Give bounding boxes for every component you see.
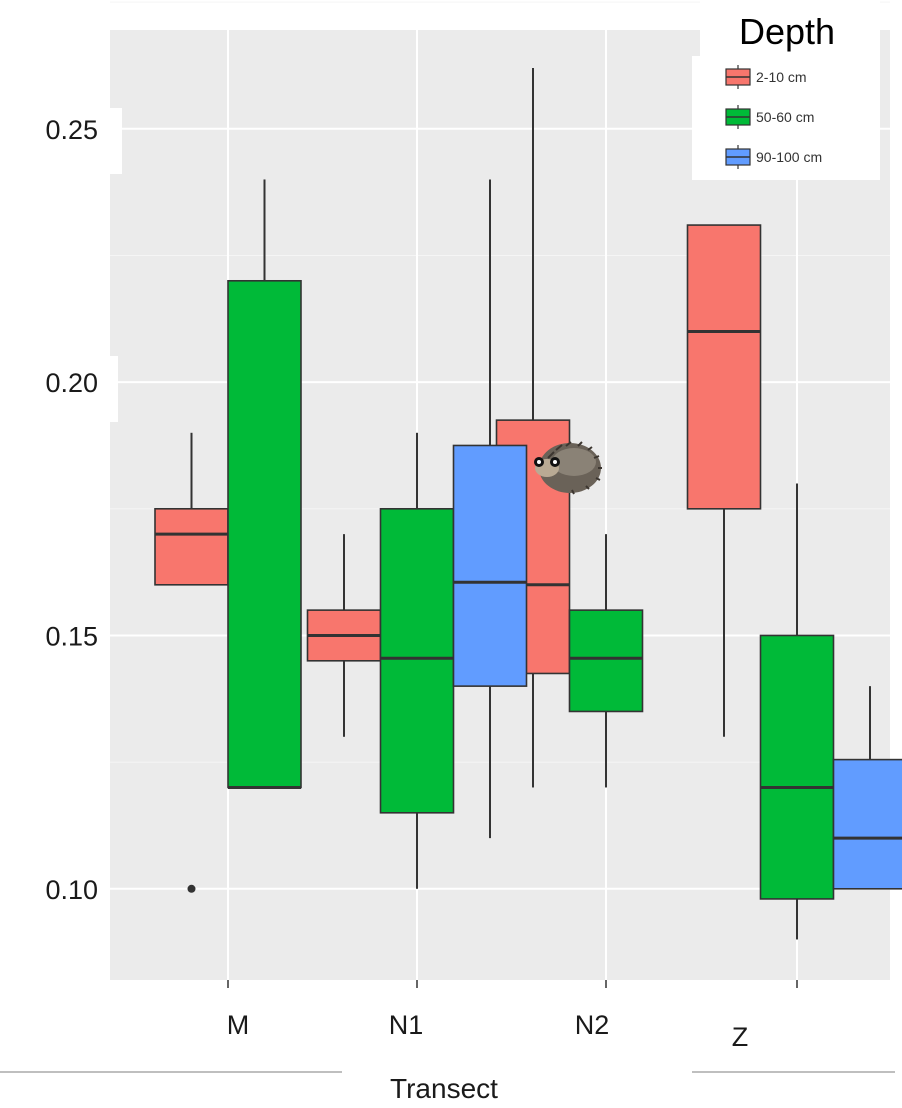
legend: Depth 2-10 cm 50-60 cm 90-100 cm — [692, 0, 880, 180]
legend-entries: 2-10 cm 50-60 cm 90-100 cm — [725, 65, 822, 169]
box-body — [759, 634, 835, 900]
boxes — [154, 68, 902, 940]
box-M-2-10cm — [154, 432, 229, 893]
legend-entry-90-100cm: 90-100 cm — [725, 145, 822, 169]
x-axis-ticks: M N1 N2 Z — [227, 980, 798, 1052]
legend-entry-50-60cm: 50-60 cm — [725, 105, 814, 129]
x-axis-title: Transect — [390, 1073, 498, 1104]
box-Z-50-60cm — [759, 483, 835, 940]
y-tick-label: 0.20 — [45, 368, 98, 398]
ytick-cover-015 — [0, 606, 110, 666]
box-body — [686, 224, 762, 510]
legend-title-background — [700, 0, 880, 58]
box-body — [568, 609, 644, 713]
box-N1-90-100cm — [452, 179, 528, 839]
x-tick-label: Z — [732, 1022, 749, 1052]
outlier-point — [187, 884, 196, 893]
box-N2-50-60cm — [568, 534, 644, 788]
box-body — [832, 758, 902, 890]
legend-title: Depth — [739, 11, 835, 52]
x-tick-label: M — [227, 1010, 250, 1040]
box-Z-2-10cm — [686, 224, 762, 737]
y-tick-label: 0.25 — [45, 115, 98, 145]
x-tick-label: N1 — [389, 1010, 424, 1040]
box-Z-90-100cm — [832, 686, 902, 890]
box-body — [452, 444, 528, 687]
legend-label: 2-10 cm — [756, 69, 807, 85]
hedgehog-icon — [534, 441, 602, 495]
y-tick-label: 0.15 — [45, 621, 98, 651]
legend-label: 50-60 cm — [756, 109, 814, 125]
box-body — [154, 507, 229, 586]
ytick-cover-020 — [0, 356, 118, 422]
legend-background — [692, 56, 880, 180]
y-axis-ticks: 0.10 0.15 0.20 0.25 — [45, 115, 98, 905]
box-N1-50-60cm — [379, 432, 455, 889]
legend-entry-2-10cm: 2-10 cm — [725, 65, 807, 89]
box-body — [227, 279, 302, 789]
box-N1-2-10cm — [306, 534, 382, 737]
y-tick-label: 0.10 — [45, 875, 98, 905]
ytick-cover-010 — [0, 860, 108, 920]
legend-label: 90-100 cm — [756, 149, 822, 165]
x-tick-label: N2 — [575, 1010, 610, 1040]
box-M-50-60cm — [227, 179, 302, 789]
ytick-cover-025 — [0, 108, 122, 174]
box-body — [379, 507, 455, 814]
